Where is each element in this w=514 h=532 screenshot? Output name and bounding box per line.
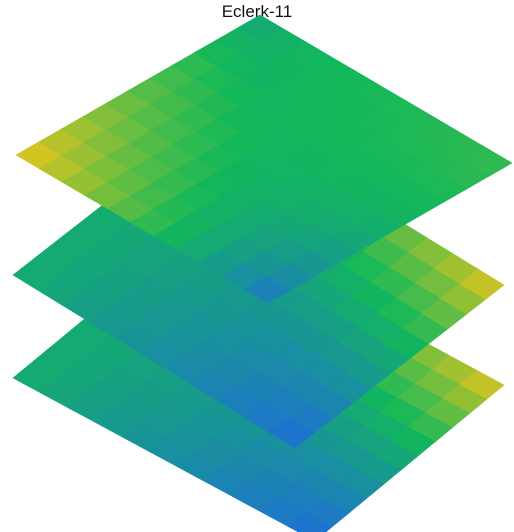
figure-title: Eclerk-11 bbox=[221, 2, 293, 21]
middle-layer-cell bbox=[268, 417, 315, 449]
matrix-layer-top bbox=[15, 14, 513, 304]
top-layer-cell bbox=[244, 276, 291, 304]
bottom-layer-cell bbox=[287, 511, 333, 532]
